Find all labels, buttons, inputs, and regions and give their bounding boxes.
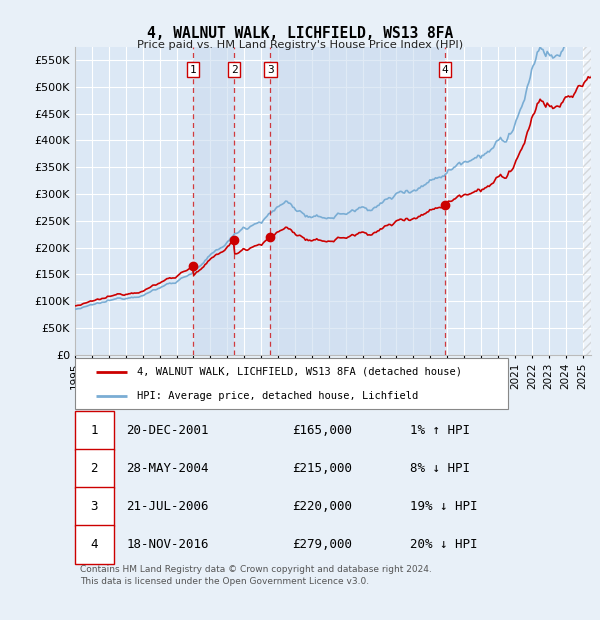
Text: 2: 2 bbox=[91, 462, 98, 475]
Bar bbox=[193, 46, 234, 355]
Text: HPI: Average price, detached house, Lichfield: HPI: Average price, detached house, Lich… bbox=[137, 391, 418, 401]
Text: 20-DEC-2001: 20-DEC-2001 bbox=[127, 424, 209, 437]
FancyBboxPatch shape bbox=[75, 525, 114, 564]
Text: 18-NOV-2016: 18-NOV-2016 bbox=[127, 538, 209, 551]
Text: 28-MAY-2004: 28-MAY-2004 bbox=[127, 462, 209, 475]
Text: £165,000: £165,000 bbox=[292, 424, 352, 437]
FancyBboxPatch shape bbox=[75, 449, 114, 489]
Bar bbox=[271, 46, 445, 355]
Text: 4: 4 bbox=[91, 538, 98, 551]
Text: Contains HM Land Registry data © Crown copyright and database right 2024.
This d: Contains HM Land Registry data © Crown c… bbox=[80, 565, 432, 586]
Text: 8% ↓ HPI: 8% ↓ HPI bbox=[410, 462, 470, 475]
Text: 19% ↓ HPI: 19% ↓ HPI bbox=[410, 500, 478, 513]
Text: 1: 1 bbox=[91, 424, 98, 437]
Text: 1% ↑ HPI: 1% ↑ HPI bbox=[410, 424, 470, 437]
Bar bbox=[583, 46, 591, 355]
FancyBboxPatch shape bbox=[75, 358, 508, 409]
Text: 4, WALNUT WALK, LICHFIELD, WS13 8FA: 4, WALNUT WALK, LICHFIELD, WS13 8FA bbox=[147, 26, 453, 41]
FancyBboxPatch shape bbox=[75, 411, 114, 450]
Text: Price paid vs. HM Land Registry's House Price Index (HPI): Price paid vs. HM Land Registry's House … bbox=[137, 40, 463, 50]
Text: 1: 1 bbox=[190, 64, 196, 74]
Text: 3: 3 bbox=[91, 500, 98, 513]
Text: 4, WALNUT WALK, LICHFIELD, WS13 8FA (detached house): 4, WALNUT WALK, LICHFIELD, WS13 8FA (det… bbox=[137, 367, 462, 377]
Text: £215,000: £215,000 bbox=[292, 462, 352, 475]
Text: 2: 2 bbox=[231, 64, 238, 74]
Text: 21-JUL-2006: 21-JUL-2006 bbox=[127, 500, 209, 513]
Text: £279,000: £279,000 bbox=[292, 538, 352, 551]
Text: 3: 3 bbox=[267, 64, 274, 74]
FancyBboxPatch shape bbox=[75, 487, 114, 526]
Text: 4: 4 bbox=[442, 64, 449, 74]
Text: £220,000: £220,000 bbox=[292, 500, 352, 513]
Text: 20% ↓ HPI: 20% ↓ HPI bbox=[410, 538, 478, 551]
